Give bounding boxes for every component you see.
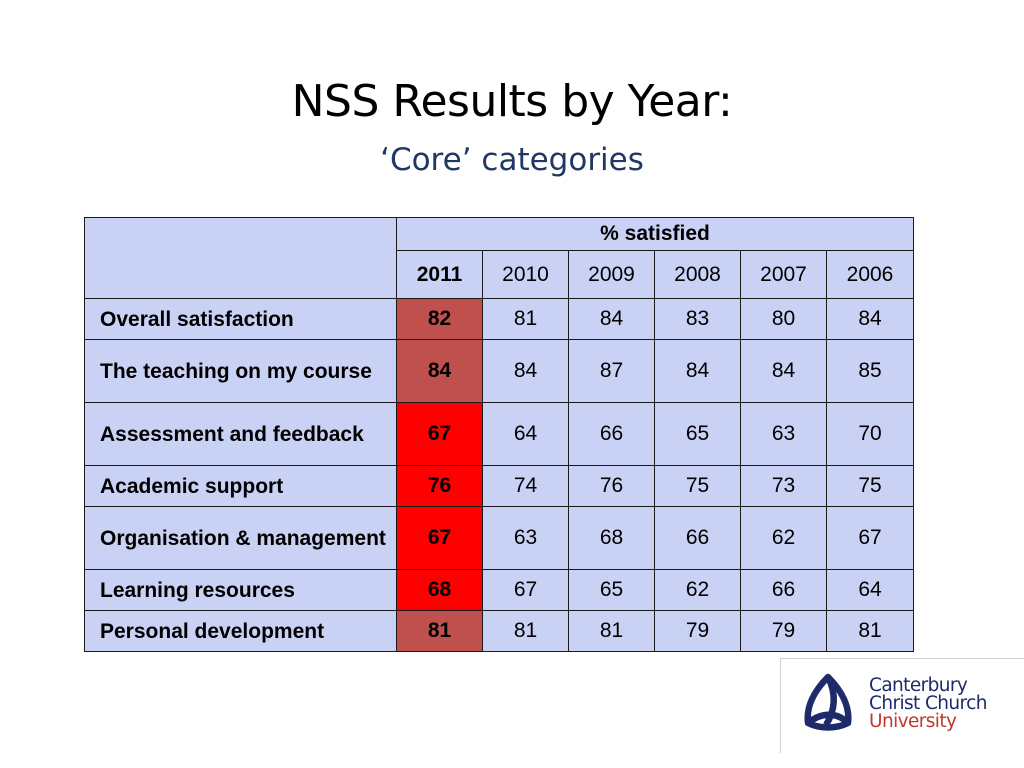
- value-cell: 84: [654, 339, 741, 403]
- year-header-cell: 2011: [396, 250, 483, 299]
- category-label: Assessment and feedback: [84, 402, 397, 466]
- logo-line-3: University: [869, 711, 957, 732]
- corner-cell: [84, 217, 397, 299]
- category-label: The teaching on my course: [84, 339, 397, 403]
- value-cell: 81: [482, 298, 569, 340]
- table-row: Overall satisfaction 82 81 84 83 80 84: [84, 298, 914, 340]
- table-row: Organisation & management 67 63 68 66 62 67: [84, 506, 914, 570]
- year-header-cell: 2006: [826, 250, 914, 299]
- value-cell: 73: [740, 465, 827, 507]
- group-header-cell: % satisfied: [396, 217, 914, 251]
- value-cell: 63: [740, 402, 827, 466]
- category-label: Learning resources: [84, 569, 397, 611]
- value-cell: 67: [826, 506, 914, 570]
- value-cell: 76: [568, 465, 655, 507]
- value-cell: 80: [740, 298, 827, 340]
- value-cell: 66: [568, 402, 655, 466]
- nss-results-table: % satisfied 2011 2010 2009 2008 2007 200…: [84, 217, 914, 652]
- triquetra-emblem-icon: [804, 673, 852, 731]
- current-year-value-cell: 81: [396, 610, 483, 652]
- logo-line-1: Canterbury: [869, 675, 968, 696]
- value-cell: 85: [826, 339, 914, 403]
- value-cell: 62: [740, 506, 827, 570]
- value-cell: 84: [826, 298, 914, 340]
- year-header-cell: 2008: [654, 250, 741, 299]
- current-year-value-cell: 67: [396, 402, 483, 466]
- value-cell: 84: [482, 339, 569, 403]
- current-year-value-cell: 82: [396, 298, 483, 340]
- year-header-row: 2011 2010 2009 2008 2007 2006: [85, 250, 914, 299]
- logo-line-2: Christ Church: [869, 693, 987, 714]
- value-cell: 68: [568, 506, 655, 570]
- value-cell: 81: [568, 610, 655, 652]
- table-row: Personal development 81 81 81 79 79 81: [84, 610, 914, 652]
- value-cell: 75: [654, 465, 741, 507]
- value-cell: 70: [826, 402, 914, 466]
- logo-wordmark: Canterbury Christ Church University: [869, 675, 987, 732]
- value-cell: 74: [482, 465, 569, 507]
- value-cell: 83: [654, 298, 741, 340]
- current-year-value-cell: 68: [396, 569, 483, 611]
- value-cell: 81: [482, 610, 569, 652]
- value-cell: 84: [568, 298, 655, 340]
- category-label: Overall satisfaction: [84, 298, 397, 340]
- table-header-row: % satisfied: [84, 217, 914, 299]
- category-label: Personal development: [84, 610, 397, 652]
- value-cell: 81: [826, 610, 914, 652]
- table-row: Learning resources 68 67 65 62 66 64: [84, 569, 914, 611]
- value-cell: 84: [740, 339, 827, 403]
- year-header-cell: 2010: [482, 250, 569, 299]
- value-cell: 66: [654, 506, 741, 570]
- value-cell: 63: [482, 506, 569, 570]
- value-cell: 75: [826, 465, 914, 507]
- slide-subtitle: ‘Core’ categories: [380, 142, 644, 178]
- table-row: Assessment and feedback 67 64 66 65 63 70: [84, 402, 914, 466]
- value-cell: 62: [654, 569, 741, 611]
- value-cell: 79: [654, 610, 741, 652]
- value-cell: 79: [740, 610, 827, 652]
- category-label: Academic support: [84, 465, 397, 507]
- category-label: Organisation & management: [84, 506, 397, 570]
- year-header-cell: 2007: [740, 250, 827, 299]
- value-cell: 87: [568, 339, 655, 403]
- value-cell: 64: [482, 402, 569, 466]
- year-header-cell: 2009: [568, 250, 655, 299]
- current-year-value-cell: 84: [396, 339, 483, 403]
- slide-title: NSS Results by Year:: [291, 76, 733, 127]
- current-year-value-cell: 67: [396, 506, 483, 570]
- value-cell: 65: [568, 569, 655, 611]
- value-cell: 64: [826, 569, 914, 611]
- table-row: The teaching on my course 84 84 87 84 84 85: [84, 339, 914, 403]
- value-cell: 66: [740, 569, 827, 611]
- value-cell: 67: [482, 569, 569, 611]
- value-cell: 65: [654, 402, 741, 466]
- current-year-value-cell: 76: [396, 465, 483, 507]
- university-logo: Canterbury Christ Church University: [780, 658, 1024, 753]
- table-row: Academic support 76 74 76 75 73 75: [84, 465, 914, 507]
